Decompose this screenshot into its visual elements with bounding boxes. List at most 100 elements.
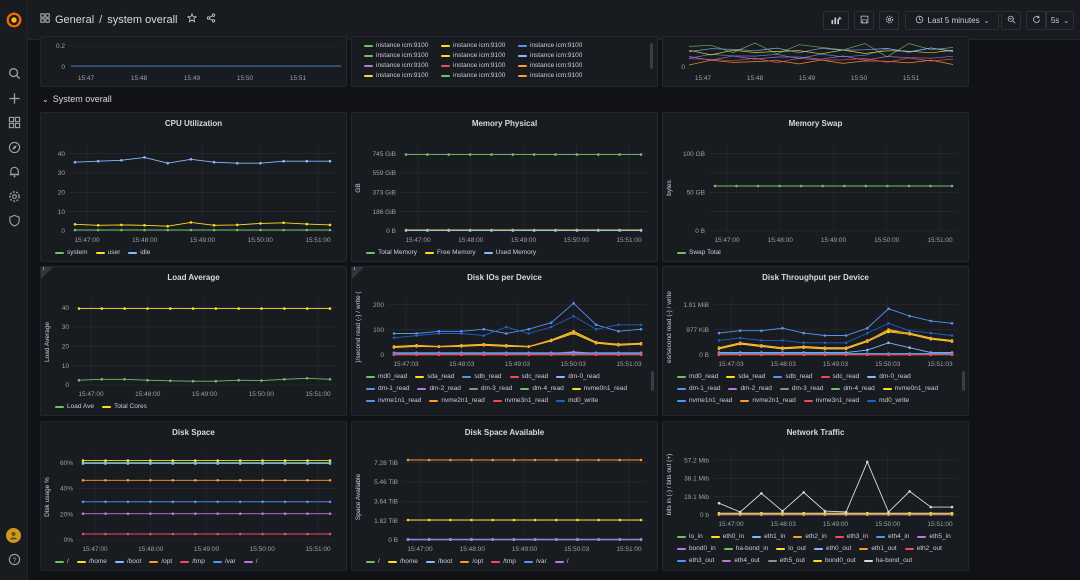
legend-item[interactable]: sdb_read bbox=[462, 373, 502, 380]
search-icon[interactable] bbox=[7, 66, 21, 80]
legend-item[interactable]: /tmp bbox=[180, 558, 205, 565]
star-icon[interactable] bbox=[186, 12, 197, 26]
legend-item[interactable]: /home bbox=[76, 558, 107, 565]
legend-item[interactable]: instance icm:9100 bbox=[518, 72, 589, 79]
legend-item[interactable]: /var bbox=[523, 558, 547, 565]
panel-title[interactable]: Network Traffic bbox=[786, 428, 845, 437]
legend-item[interactable]: eth2_out bbox=[904, 545, 942, 552]
panel-info-corner[interactable] bbox=[352, 267, 364, 279]
panel-info-corner[interactable] bbox=[41, 267, 53, 279]
legend-item[interactable]: md0_read bbox=[366, 373, 407, 380]
add-panel-button[interactable] bbox=[823, 11, 849, 30]
legend-item[interactable]: Free Memory bbox=[425, 249, 476, 256]
legend-item[interactable]: eth5_in bbox=[917, 533, 951, 540]
legend-item[interactable]: dm-4_read bbox=[520, 385, 564, 392]
legend-item[interactable]: / bbox=[366, 558, 380, 565]
legend-item[interactable]: dm-4_read bbox=[831, 385, 875, 392]
legend-item[interactable]: ha-bond_in bbox=[723, 545, 768, 552]
legend-item[interactable]: /opt bbox=[149, 558, 172, 565]
legend-item[interactable]: dm-2_read bbox=[417, 385, 461, 392]
legend-item[interactable]: sdc_read bbox=[509, 373, 548, 380]
legend-item[interactable]: nvme0n1_read bbox=[571, 385, 627, 392]
legend-item[interactable]: eth3_in bbox=[834, 533, 868, 540]
grafana-logo-icon[interactable] bbox=[5, 11, 23, 29]
legend-item[interactable]: md0_write bbox=[867, 397, 909, 404]
legend-scrollbar[interactable] bbox=[651, 371, 654, 391]
panel-swap[interactable]: Memory Swap 0 B 50 GB 100 GB bytes 15:47:00 15… bbox=[662, 112, 969, 262]
zoom-out-button[interactable] bbox=[1001, 11, 1021, 30]
legend-item[interactable]: eth1_in bbox=[752, 533, 785, 540]
explore-compass-icon[interactable] bbox=[7, 140, 21, 154]
panel-title[interactable]: Disk IOs per Device bbox=[467, 273, 542, 282]
legend-item[interactable]: dm-2_read bbox=[728, 385, 772, 392]
legend-item[interactable]: instance icm:9100 bbox=[441, 42, 512, 49]
legend-item[interactable]: /boot bbox=[425, 558, 452, 565]
legend-item[interactable]: instance icm:9100 bbox=[518, 52, 589, 59]
legend-item[interactable]: bond0_in bbox=[677, 545, 716, 552]
legend-item[interactable]: /opt bbox=[460, 558, 483, 565]
legend-item[interactable]: / bbox=[243, 558, 258, 565]
legend-item[interactable]: eth3_out bbox=[677, 557, 714, 564]
panel-dspace[interactable]: Disk Space 0% 20% 40% 60% Disk usage % 15:47:0… bbox=[40, 421, 347, 571]
legend-item[interactable]: instance icm:9100 bbox=[441, 62, 512, 69]
legend-item[interactable]: / bbox=[554, 558, 569, 565]
panel-title[interactable]: CPU Utilization bbox=[164, 119, 223, 128]
legend-item[interactable]: /tmp bbox=[491, 558, 516, 565]
legend-item[interactable]: dm-3_read bbox=[468, 385, 512, 392]
legend-item[interactable]: instance icm:9100 bbox=[518, 42, 589, 49]
legend-item[interactable]: sdb_read bbox=[773, 373, 813, 380]
legend-item[interactable]: eth4_in bbox=[876, 533, 909, 540]
legend-item[interactable]: Swap Total bbox=[677, 249, 721, 256]
refresh-button[interactable] bbox=[1026, 11, 1046, 30]
legend-item[interactable]: Total Memory bbox=[366, 249, 417, 256]
share-icon[interactable] bbox=[206, 13, 216, 26]
panel-diskthr[interactable]: Disk Throughput per Device 0 B 977 KiB 1.91… bbox=[662, 266, 969, 416]
legend-item[interactable]: nvme0n1_read bbox=[882, 385, 938, 392]
legend-item[interactable]: dm-0_read bbox=[867, 373, 911, 380]
legend-item[interactable]: /boot bbox=[114, 558, 141, 565]
legend-item[interactable]: sdc_read bbox=[820, 373, 859, 380]
partial-panel-middle[interactable]: instance icm:9100 instance icm:9100 instan… bbox=[351, 36, 658, 87]
dashboards-icon[interactable] bbox=[7, 115, 21, 129]
panel-net[interactable]: Network Traffic 0 b 19.1 Mib 38.1 Mib 57.2 M… bbox=[662, 421, 969, 571]
legend-item[interactable]: instance icm:9100 bbox=[441, 52, 512, 59]
legend-scrollbar[interactable] bbox=[962, 371, 965, 391]
panel-mem[interactable]: Memory Physical 0 B 186 GiB 373 GiB 559 GiB 7… bbox=[351, 112, 658, 262]
panel-title[interactable]: Memory Physical bbox=[471, 119, 538, 128]
legend-item[interactable]: /var bbox=[212, 558, 236, 565]
legend-item[interactable]: eth0_out bbox=[814, 545, 851, 552]
legend-item[interactable]: / bbox=[55, 558, 69, 565]
configuration-gear-icon[interactable] bbox=[7, 189, 21, 203]
panel-title[interactable]: Disk Throughput per Device bbox=[762, 273, 869, 282]
legend-item[interactable]: dm-1_read bbox=[366, 385, 409, 392]
legend-item[interactable]: nvme1n1_read bbox=[366, 397, 421, 404]
legend-item[interactable]: Load Ave bbox=[55, 403, 94, 410]
legend-item[interactable]: instance icm:9100 bbox=[364, 62, 435, 69]
help-icon[interactable]: ? bbox=[7, 552, 21, 566]
panel-diskio[interactable]: i Disk IOs per Device 0 100 200)/second read… bbox=[351, 266, 658, 416]
user-avatar[interactable] bbox=[6, 528, 21, 543]
legend-item[interactable]: Total Cores bbox=[102, 403, 147, 410]
legend-item[interactable]: dm-0_read bbox=[556, 373, 600, 380]
panel-title[interactable]: Memory Swap bbox=[788, 119, 843, 128]
legend-item[interactable]: system bbox=[55, 249, 88, 256]
legend-item[interactable]: nvme3n1_read bbox=[803, 397, 859, 404]
legend-item[interactable]: user bbox=[95, 249, 120, 256]
legend-item[interactable]: instance icm:9100 bbox=[441, 72, 512, 79]
legend-item[interactable]: nvme2n1_read bbox=[740, 397, 796, 404]
row-header-system-overall[interactable]: ⌄ System overall bbox=[42, 94, 112, 104]
legend-item[interactable]: instance icm:9100 bbox=[364, 52, 435, 59]
legend-item[interactable]: eth4_out bbox=[722, 557, 760, 564]
legend-item[interactable]: nvme1n1_read bbox=[677, 397, 732, 404]
panel-load[interactable]: i Load Average 0 10 20 30 40 Load Average 15:47:… bbox=[40, 266, 347, 416]
partial-panel-left[interactable]: 0.2 0 15:47 15:48 15:49 15:50 15:51 bbox=[40, 36, 347, 87]
legend-scrollbar[interactable] bbox=[650, 43, 653, 69]
legend-item[interactable]: eth0_in bbox=[710, 533, 744, 540]
refresh-interval-picker[interactable]: 5s ⌄ bbox=[1046, 11, 1074, 30]
partial-panel-right[interactable]: 0 15:47 15:48 15:49 15:50 15:51 bbox=[662, 36, 969, 87]
legend-item[interactable]: /home bbox=[387, 558, 418, 565]
dashboard-title[interactable]: system overall bbox=[107, 13, 178, 26]
save-dashboard-button[interactable] bbox=[854, 11, 874, 30]
legend-item[interactable]: instance icm:9100 bbox=[364, 42, 435, 49]
legend-item[interactable]: bond0_out bbox=[812, 557, 856, 564]
